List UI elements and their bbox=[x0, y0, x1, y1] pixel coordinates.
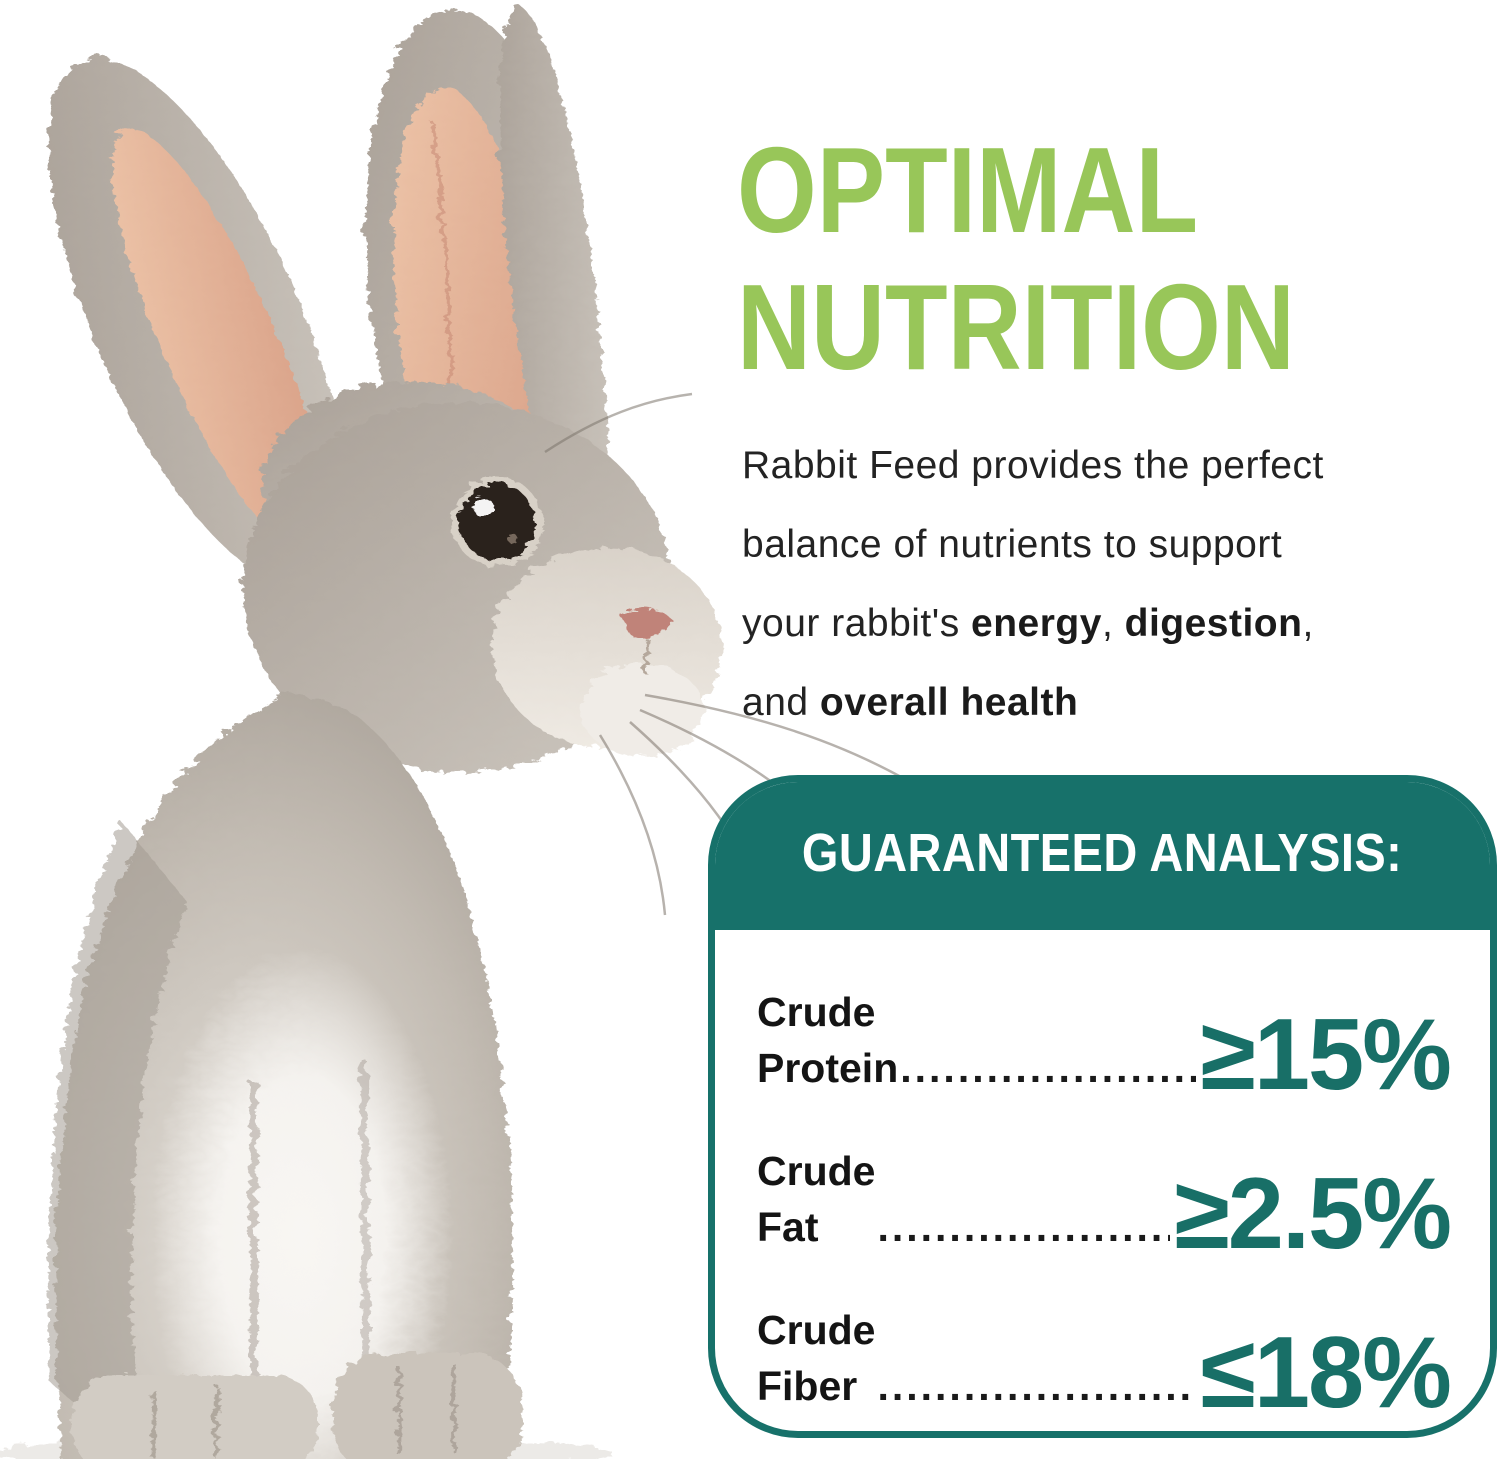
row-labels: Crude Fiber bbox=[757, 1302, 875, 1414]
analysis-row-crude-protein: Crude Protein ..........................… bbox=[757, 984, 1452, 1111]
rabbit-nose bbox=[618, 606, 670, 636]
page-title-line2: NUTRITION bbox=[737, 259, 1295, 395]
rabbit-body bbox=[46, 690, 520, 1459]
row-value: ≥15% bbox=[1200, 999, 1452, 1111]
row-label-line1: Crude bbox=[757, 1307, 876, 1353]
rabbit-illustration bbox=[0, 5, 911, 1459]
rabbit-photo bbox=[0, 5, 911, 1459]
dot-leader: ........................................… bbox=[877, 1363, 1196, 1409]
panel-body: Crude Protein ..........................… bbox=[715, 930, 1490, 1429]
row-labels: Crude Protein bbox=[757, 984, 898, 1096]
page-title-line1: OPTIMAL bbox=[737, 122, 1199, 258]
analysis-row-crude-fiber: Crude Fiber ............................… bbox=[757, 1302, 1452, 1429]
row-label-line2: Fat bbox=[757, 1204, 819, 1250]
rabbit-eye bbox=[450, 475, 540, 565]
highlight-overall-health: overall health bbox=[819, 681, 1079, 724]
row-label-line2: Protein bbox=[757, 1045, 899, 1091]
highlight-digestion: digestion bbox=[1124, 602, 1303, 645]
row-label-line1: Crude bbox=[757, 1148, 876, 1194]
guaranteed-analysis-panel: GUARANTEED ANALYSIS: Crude Protein .....… bbox=[708, 775, 1497, 1438]
row-value: ≥2.5% bbox=[1174, 1158, 1452, 1270]
intro-paragraph: Rabbit Feed provides the perfect balance… bbox=[742, 426, 1482, 742]
dot-leader: ........................................… bbox=[900, 1045, 1196, 1091]
analysis-row-crude-fat: Crude Fat ..............................… bbox=[757, 1143, 1452, 1270]
dot-leader: ........................................… bbox=[877, 1204, 1170, 1250]
row-label-line1: Crude bbox=[757, 989, 876, 1035]
paragraph-text: balance of nutrients to support bbox=[742, 523, 1283, 566]
row-label-line2: Fiber bbox=[757, 1363, 858, 1409]
highlight-energy: energy bbox=[971, 602, 1102, 645]
paragraph-text: , bbox=[1302, 602, 1314, 645]
paragraph-text: your rabbit's bbox=[742, 602, 972, 645]
rabbit-chest-patch bbox=[150, 945, 450, 1459]
row-labels: Crude Fat bbox=[757, 1143, 875, 1255]
panel-header-label: GUARANTEED ANALYSIS: bbox=[802, 822, 1403, 883]
paragraph-text: , bbox=[1101, 602, 1125, 645]
paragraph-text: and bbox=[742, 681, 820, 724]
rabbit-paws bbox=[70, 1352, 520, 1459]
panel-header: GUARANTEED ANALYSIS: bbox=[715, 782, 1490, 930]
page-title: OPTIMAL NUTRITION bbox=[737, 122, 1295, 396]
rabbit-head bbox=[240, 380, 720, 770]
paragraph-text: Rabbit Feed provides the perfect bbox=[742, 444, 1324, 487]
row-value: ≤18% bbox=[1200, 1317, 1452, 1429]
